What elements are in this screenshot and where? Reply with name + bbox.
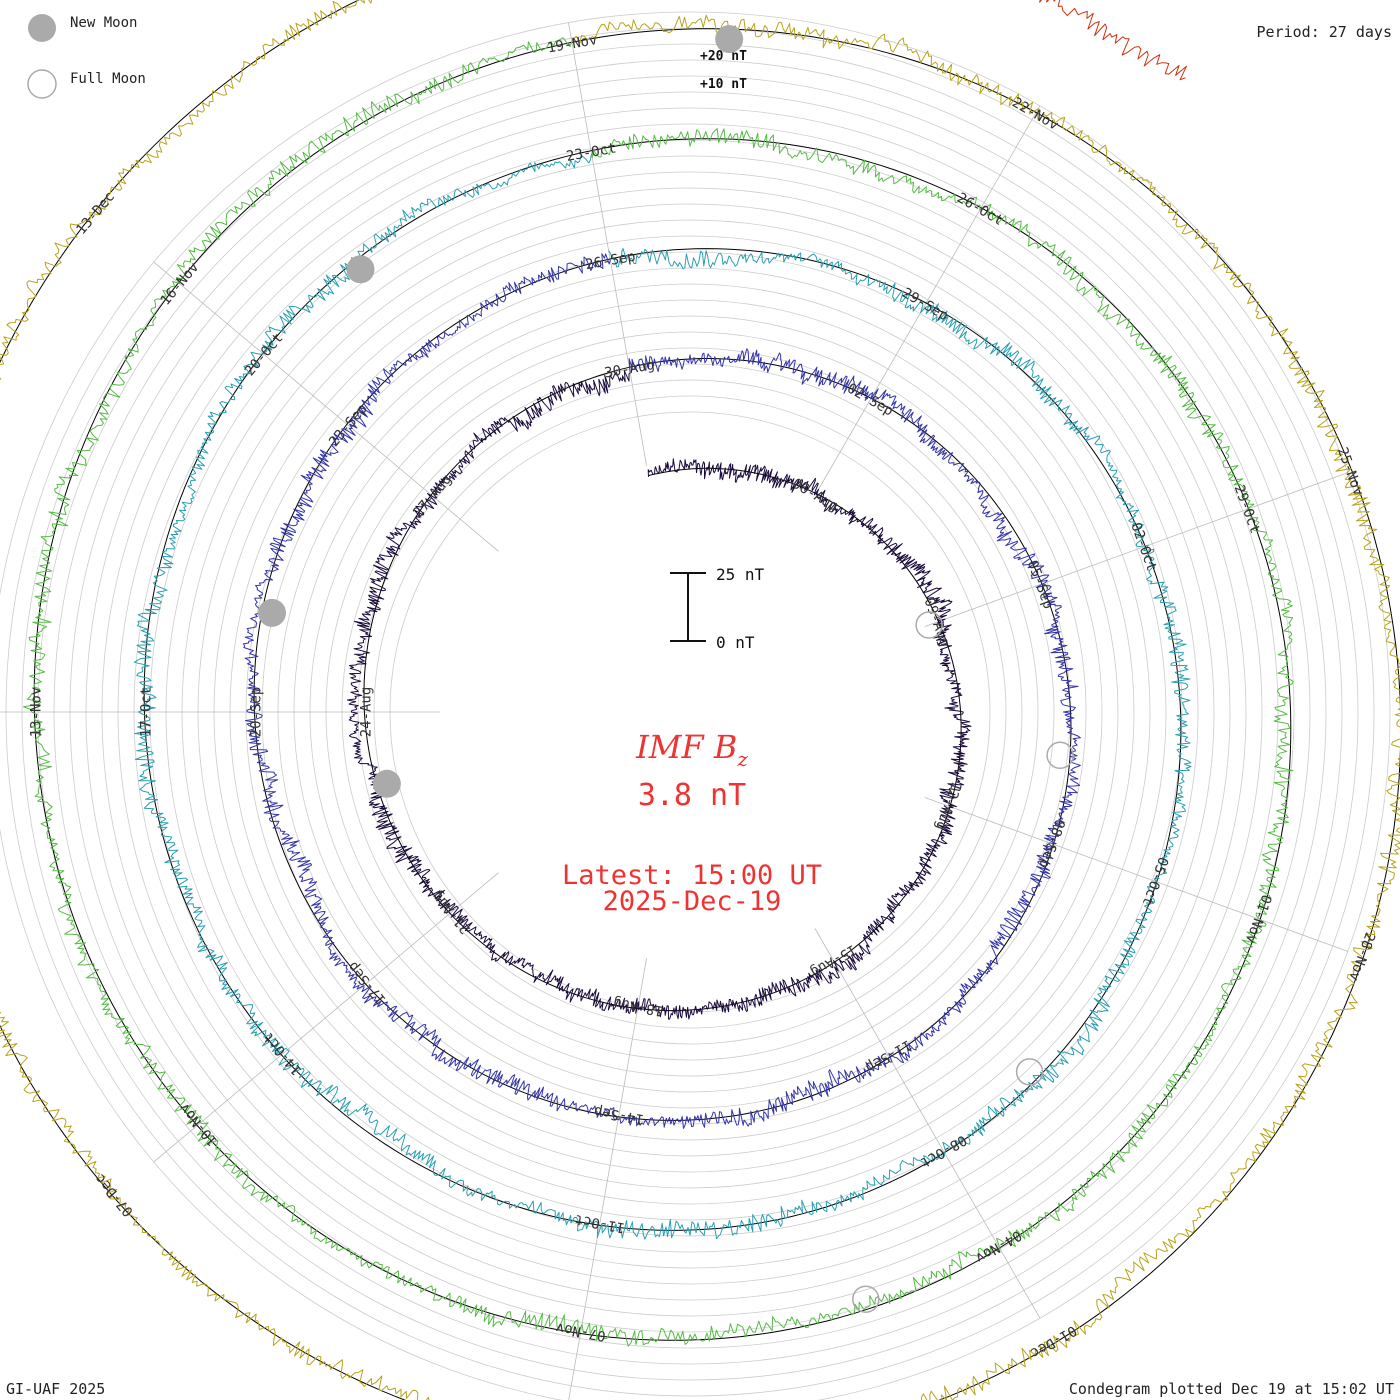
grid-ring xyxy=(0,11,1391,1400)
new-moon-marker xyxy=(715,25,744,54)
date-label: 22-Nov xyxy=(1009,95,1061,134)
scale-bar-bottom-label: 0 nT xyxy=(716,633,755,652)
ring-label-plus10: +10 nT xyxy=(700,77,747,92)
date-label: 12-Aug xyxy=(932,779,964,832)
date-label: 08-Oct xyxy=(917,1131,969,1170)
grid-ring xyxy=(357,379,1023,1045)
grid-spoke xyxy=(153,261,499,552)
grid-spoke xyxy=(814,928,1041,1319)
date-labels: 06-Aug09-Aug12-Aug15-Aug18-Aug21-Aug24-A… xyxy=(28,32,1377,1361)
date-label: 26-Oct xyxy=(954,190,1006,229)
date-label: 09-Aug xyxy=(920,596,952,649)
latest-date: 2025-Dec-19 xyxy=(603,886,782,917)
date-label: 25-Nov xyxy=(1334,445,1366,498)
baseline-spiral xyxy=(253,258,1072,1121)
latest-time: Latest: 15:00 UT xyxy=(562,860,822,891)
grid-spoke xyxy=(924,797,1348,952)
credit-label: GI-UAF 2025 xyxy=(6,1380,105,1398)
period-label: Period: 27 days xyxy=(1257,23,1392,41)
date-label: 20-Sep xyxy=(248,687,264,738)
full-moon-marker xyxy=(852,1285,880,1313)
date-label: 05-Sep xyxy=(1024,558,1056,611)
date-label: 26-Sep xyxy=(584,249,637,274)
moon-markers xyxy=(258,25,1074,1313)
grid-spoke xyxy=(153,872,499,1163)
full-moon-legend-label: Full Moon xyxy=(70,71,146,87)
current-value: 3.8 nT xyxy=(638,778,746,813)
date-label: 07-Nov xyxy=(555,1319,608,1344)
date-label: 14-Sep xyxy=(593,1103,646,1128)
new-moon-legend-icon xyxy=(28,14,56,42)
series-trace-rotation-2 xyxy=(242,253,1081,1129)
date-label: 02-Sep xyxy=(844,380,896,419)
date-label: 24-Aug xyxy=(358,687,374,738)
date-label: 30-Aug xyxy=(603,357,656,382)
full-moon-marker xyxy=(1015,1058,1044,1086)
series-trace-rotation-3 xyxy=(133,153,1192,1240)
date-label: 29-Oct xyxy=(1231,483,1263,536)
grid-spoke xyxy=(924,472,1348,627)
new-moon-legend-label: New Moon xyxy=(70,15,137,31)
date-label: 01-Dec xyxy=(1027,1322,1079,1361)
date-label: 21-Aug xyxy=(429,888,474,937)
grid-spoke xyxy=(568,958,647,1400)
date-label: 20-Oct xyxy=(242,330,287,379)
date-label: 29-Sep xyxy=(899,285,951,324)
date-label: 13-Dec xyxy=(73,189,118,238)
date-label: 28-Nov xyxy=(1345,930,1377,983)
ring-label-plus20: +20 nT xyxy=(700,49,747,64)
full-moon-marker xyxy=(1046,741,1074,770)
date-label: 11-Sep xyxy=(862,1036,914,1075)
date-label: 18-Aug xyxy=(612,994,665,1019)
new-moon-marker xyxy=(372,769,401,798)
date-label: 16-Nov xyxy=(158,260,203,309)
scale-bar-top-label: 25 nT xyxy=(716,565,765,584)
series-trace-rotation-1 xyxy=(346,370,972,1020)
full-moon-marker xyxy=(915,611,943,639)
date-label: 17-Oct xyxy=(138,687,154,738)
date-label: 05-Oct xyxy=(1139,855,1171,908)
baseline-spiral xyxy=(363,366,962,1012)
series-trace-rotation-6 xyxy=(1039,0,1187,81)
date-label: 13-Nov xyxy=(28,687,44,738)
date-label: 19-Nov xyxy=(546,32,599,57)
new-moon-marker xyxy=(346,255,375,284)
grid-spoke xyxy=(568,22,647,466)
plotted-label: Condegram plotted Dec 19 at 15:02 UT xyxy=(1069,1380,1394,1398)
grid-ring xyxy=(373,395,1007,1029)
full-moon-legend-icon xyxy=(27,69,57,99)
scale-bar xyxy=(670,572,706,642)
date-label: 23-Oct xyxy=(565,140,618,165)
date-label: 07-Dec xyxy=(92,1170,137,1219)
new-moon-marker xyxy=(258,598,286,627)
series-trace-rotation-4 xyxy=(23,37,1294,1347)
grid-spoke xyxy=(814,105,1041,496)
grid-ring xyxy=(389,411,991,1013)
baseline-spiral xyxy=(143,150,1182,1231)
date-label: 02-Oct xyxy=(1127,521,1159,574)
grid-ring xyxy=(341,363,1039,1061)
date-label: 08-Sep xyxy=(1035,817,1067,870)
quantity-title: IMF Bz xyxy=(635,728,748,771)
date-label: 04-Nov xyxy=(972,1227,1024,1266)
